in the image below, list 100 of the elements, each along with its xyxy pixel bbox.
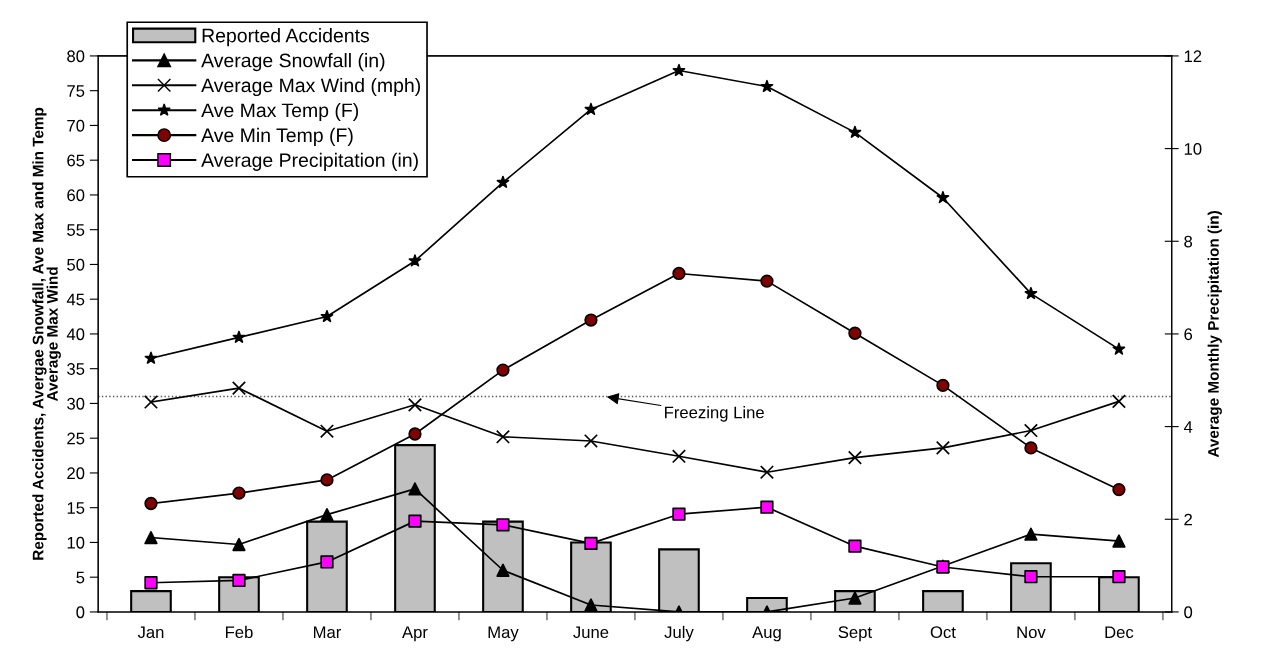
point: [584, 536, 598, 551]
y2-tick-label: 2: [1184, 513, 1192, 526]
y-tick-label: 10: [67, 536, 85, 549]
legend-label: Ave Max Temp (F): [201, 102, 359, 122]
x-tick-label: Feb: [225, 625, 253, 639]
point: [935, 440, 950, 455]
point: [320, 309, 334, 323]
y2-tick-label: 8: [1184, 235, 1193, 248]
point: [144, 496, 158, 511]
point: [319, 424, 335, 439]
point: [672, 507, 686, 521]
point: [496, 518, 510, 532]
point: [584, 598, 598, 612]
point: [1111, 394, 1126, 409]
point: [1112, 570, 1126, 584]
point: [760, 274, 774, 288]
y-tick-label: 5: [76, 571, 85, 584]
y-tick-label: 30: [67, 397, 85, 410]
y2-tick-label: 6: [1184, 328, 1193, 341]
point: [848, 326, 862, 340]
y-tick-label: 35: [67, 363, 85, 375]
point: [408, 514, 422, 528]
point: [1023, 423, 1038, 438]
y-tick-label: 65: [67, 154, 85, 167]
point: [144, 530, 158, 545]
point: [847, 450, 862, 465]
y-tick-label: 50: [67, 258, 85, 271]
point: [496, 363, 510, 377]
point: [1112, 534, 1126, 548]
point: [672, 63, 686, 77]
y2-tick-label: 10: [1184, 143, 1202, 155]
point: [143, 394, 159, 410]
point: [231, 381, 247, 396]
point: [408, 482, 422, 496]
point: [144, 576, 158, 590]
x-tick-label: Jan: [137, 626, 164, 639]
x-tick-label: Oct: [930, 626, 956, 639]
point: [320, 555, 334, 569]
y-tick-label: 15: [67, 502, 85, 514]
y-tick-label: 75: [67, 85, 85, 97]
y2-tick-label: 0: [1184, 606, 1193, 619]
point: [407, 397, 423, 412]
y-tick-label: 40: [66, 328, 85, 341]
point: [495, 429, 511, 444]
point: [232, 537, 246, 552]
y-axis-title: Reported Accidents, Avergae Snowfall, Ave Max and Min Temp Average Max Wind: [32, 107, 61, 560]
point: [496, 563, 510, 577]
point: [584, 313, 598, 327]
point: [408, 254, 422, 267]
point: [936, 378, 950, 393]
point: [1024, 570, 1038, 584]
y-tick-label: 60: [67, 189, 85, 202]
y2-tick-label: 12: [1184, 50, 1202, 62]
point: [759, 465, 774, 480]
legend-label: Ave Min Temp (F): [201, 127, 353, 146]
point: [671, 449, 686, 464]
x-tick-label: July: [664, 625, 694, 642]
x-tick-label: Mar: [313, 626, 342, 639]
point: [1024, 286, 1038, 300]
point: [760, 79, 774, 93]
x-tick-label: Aug: [752, 626, 781, 642]
y-tick-label: 80: [67, 50, 85, 63]
x-tick-label: Dec: [1105, 626, 1134, 639]
point: [583, 433, 598, 449]
y-tick-label: 25: [67, 432, 85, 445]
point: [496, 175, 510, 188]
point: [848, 539, 862, 553]
x-tick-label: Sept: [838, 626, 872, 642]
point: [408, 427, 422, 441]
y-tick-label: 45: [66, 293, 85, 306]
y-tick-label: 70: [67, 119, 85, 132]
point: [1024, 527, 1038, 541]
point: [232, 573, 246, 588]
point: [144, 351, 158, 364]
point: [320, 473, 334, 487]
legend-label: Average Max Wind (mph): [201, 77, 420, 97]
x-tick-label: Nov: [1017, 626, 1046, 639]
point: [1024, 441, 1038, 455]
x-tick-label: June: [573, 626, 609, 639]
point: [1112, 342, 1126, 355]
point: [848, 125, 862, 138]
legend-label: Reported Accidents: [202, 28, 370, 47]
x-tick-label: Apr: [402, 626, 428, 642]
point: [320, 507, 334, 522]
point: [232, 330, 246, 343]
point: [1112, 482, 1126, 497]
point: [232, 486, 246, 500]
legend-label: Average Snowfall (in): [201, 53, 385, 72]
point: [584, 102, 598, 115]
y2-tick-label: 4: [1183, 421, 1193, 433]
ref-line-label: Freezing Line: [665, 406, 764, 422]
y-tick-label: 0: [76, 606, 85, 619]
point: [760, 500, 774, 514]
y-tick-label: 55: [67, 224, 85, 236]
y2-axis-title: Average Monthly Precipitation (in): [1207, 211, 1222, 458]
y-tick-label: 20: [67, 467, 85, 480]
point: [672, 266, 686, 281]
x-tick-label: May: [488, 626, 519, 642]
legend-label: Average Precipitation (in): [201, 152, 418, 171]
point: [936, 191, 950, 204]
